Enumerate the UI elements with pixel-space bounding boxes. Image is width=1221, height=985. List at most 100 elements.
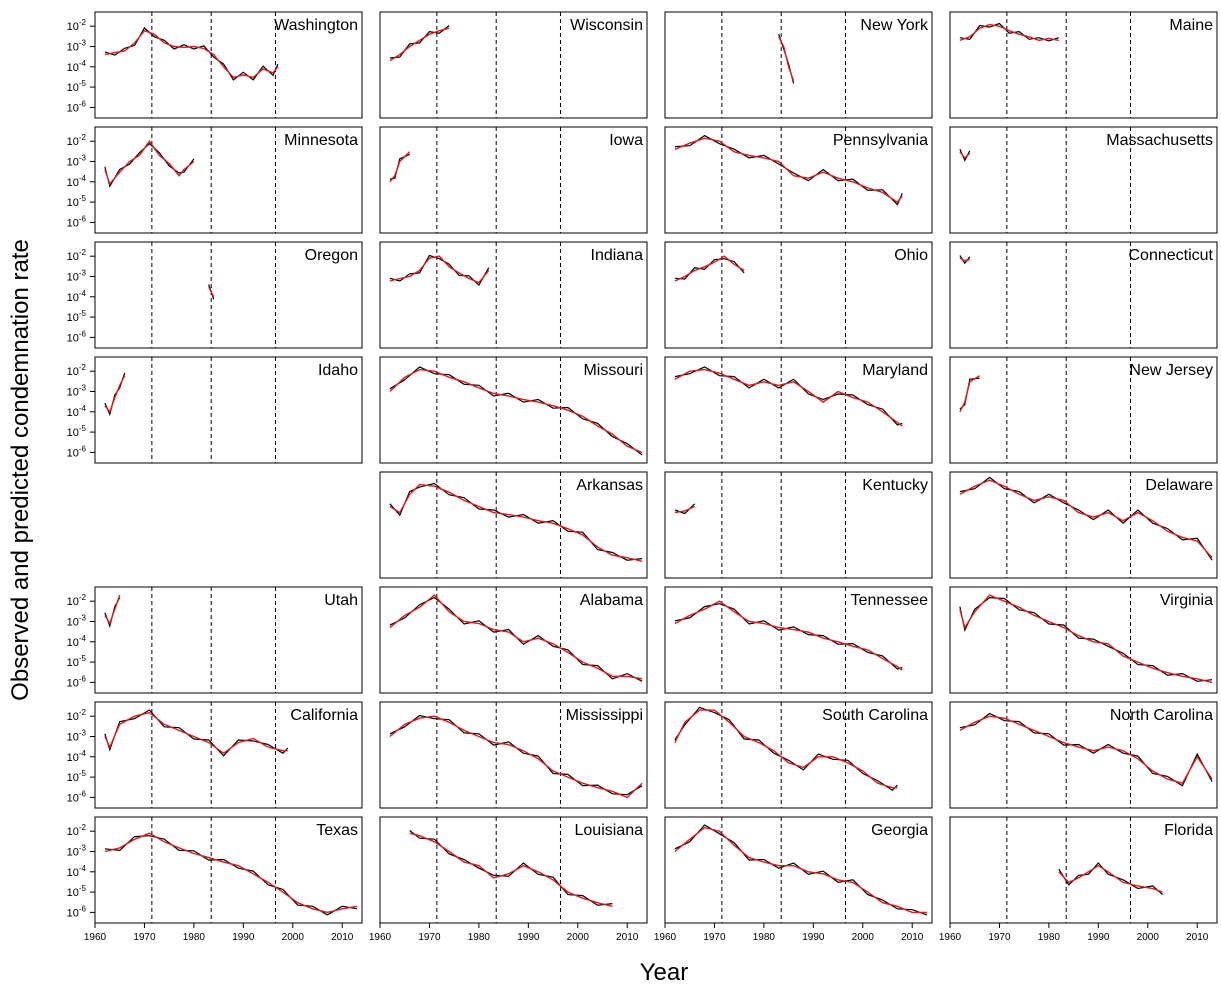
y-tick-label: 10-6	[67, 904, 87, 919]
predicted-series-line	[389, 594, 643, 680]
panel-frame	[664, 126, 933, 234]
predicted-series-line	[104, 375, 126, 414]
panel-arkansas: Arkansas	[379, 471, 648, 579]
panel-title: Oregon	[305, 247, 358, 264]
x-tick-label: 2000	[282, 932, 305, 943]
panel-frame	[379, 356, 648, 464]
panel-frame	[94, 816, 363, 924]
panel-title: Mississippi	[566, 707, 643, 724]
panel-frame	[664, 356, 933, 464]
x-tick-label: 1980	[468, 932, 491, 943]
observed-series-line	[959, 22, 1059, 42]
predicted-series-line	[674, 505, 695, 514]
y-tick-label: 10-2	[67, 18, 87, 33]
panel-connecticut: Connecticut	[949, 241, 1218, 349]
observed-series-line	[104, 27, 279, 81]
y-tick-label: 10-5	[67, 769, 87, 784]
predicted-series-line	[959, 715, 1213, 785]
y-tick-label: 10-2	[67, 593, 87, 608]
panel-mississippi: Mississippi	[379, 701, 648, 809]
y-tick-label: 10-5	[67, 194, 87, 209]
y-tick-label: 10-2	[67, 133, 87, 148]
panel-south-carolina: South Carolina	[664, 701, 933, 809]
panel-frame	[379, 701, 648, 809]
panel-frame	[94, 11, 363, 119]
predicted-series-line	[409, 832, 613, 907]
panel-title: Maryland	[862, 362, 928, 379]
x-tick-label: 2010	[901, 932, 924, 943]
y-tick-label: 10-6	[67, 214, 87, 229]
panel-frame	[379, 586, 648, 694]
panel-frame	[379, 11, 648, 119]
panel-title: Indiana	[591, 247, 644, 264]
panel-frame	[94, 356, 363, 464]
panel-title: New Jersey	[1129, 362, 1213, 379]
predicted-series-line	[778, 36, 795, 82]
y-tick-label: 10-2	[67, 363, 87, 378]
x-tick-label: 1990	[232, 932, 255, 943]
panel-frame	[94, 586, 363, 694]
predicted-series-line	[104, 594, 121, 626]
observed-series-line	[959, 255, 971, 265]
panel-title: Pennsylvania	[833, 132, 928, 149]
y-tick-label: 10-5	[67, 884, 87, 899]
predicted-series-line	[959, 594, 1213, 684]
panel-title: Alabama	[580, 592, 643, 609]
panel-title: Florida	[1164, 822, 1213, 839]
observed-series-line	[674, 134, 903, 206]
predicted-series-line	[674, 709, 898, 789]
panel-california: California 10-2 10-3 10-4 10-5 10-6	[67, 701, 363, 809]
y-tick-label: 10-3	[67, 153, 87, 168]
observed-series-line	[389, 482, 643, 561]
panel-indiana: Indiana	[379, 241, 648, 349]
panel-title: Delaware	[1145, 477, 1213, 494]
panel-title: Arkansas	[576, 477, 643, 494]
panel-title: North Carolina	[1110, 707, 1213, 724]
panel-frame	[949, 586, 1218, 694]
panel-maine: Maine	[949, 11, 1218, 119]
predicted-series-line	[674, 368, 903, 427]
x-tick-label: 1960	[939, 932, 962, 943]
observed-series-line	[409, 830, 613, 906]
panel-minnesota: Minnesota 10-2 10-3 10-4 10-5 10-6	[67, 126, 363, 234]
predicted-series-line	[104, 139, 195, 186]
x-tick-label: 1980	[753, 932, 776, 943]
x-tick-label: 1980	[1038, 932, 1061, 943]
panel-frame	[949, 701, 1218, 809]
panel-title: Georgia	[871, 822, 928, 839]
observed-series-line	[389, 254, 490, 287]
panel-frame	[664, 701, 933, 809]
panel-ohio: Ohio	[664, 241, 933, 349]
panels-group: Washington 10-2 10-3 10-4 10-5 10-6 Wisconsin N…	[67, 11, 1218, 943]
panel-louisiana: Louisiana 1960 1970 1980 1990 2000 2010	[369, 816, 648, 943]
x-tick-label: 1990	[802, 932, 825, 943]
panel-frame	[949, 816, 1218, 924]
observed-series-line	[104, 709, 289, 757]
panel-frame	[949, 356, 1218, 464]
x-tick-label: 1960	[654, 932, 677, 943]
x-tick-label: 1970	[418, 932, 441, 943]
y-tick-label: 10-6	[67, 789, 87, 804]
panel-title: Massachusetts	[1106, 132, 1213, 149]
predicted-series-line	[959, 23, 1059, 42]
x-tick-label: 2010	[331, 932, 354, 943]
panel-frame	[664, 241, 933, 349]
y-tick-label: 10-5	[67, 79, 87, 94]
x-tick-label: 2000	[1137, 932, 1160, 943]
panel-title: Maine	[1169, 17, 1213, 34]
x-tick-label: 1990	[517, 932, 540, 943]
y-tick-label: 10-3	[67, 728, 87, 743]
y-tick-label: 10-3	[67, 38, 87, 53]
predicted-series-line	[389, 715, 643, 799]
panel-frame	[94, 126, 363, 234]
panel-title: South Carolina	[822, 707, 928, 724]
predicted-series-line	[959, 375, 981, 413]
panel-title: Idaho	[318, 362, 358, 379]
x-tick-label: 2010	[1186, 932, 1209, 943]
panel-idaho: Idaho 10-2 10-3 10-4 10-5 10-6	[67, 356, 363, 464]
panel-washington: Washington 10-2 10-3 10-4 10-5 10-6	[67, 11, 363, 119]
predicted-series-line	[959, 479, 1213, 559]
y-tick-label: 10-4	[67, 749, 87, 764]
panel-tennessee: Tennessee	[664, 586, 933, 694]
